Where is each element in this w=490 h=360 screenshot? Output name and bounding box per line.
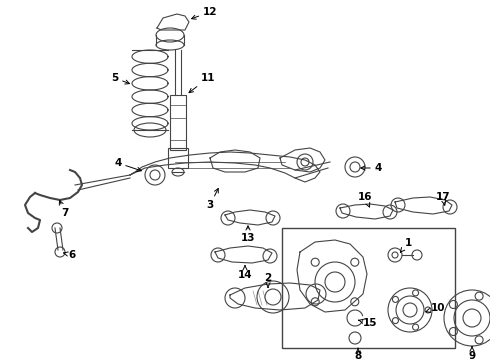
Bar [168, 148, 188, 168]
Text: 4: 4 [361, 163, 382, 173]
Text: 9: 9 [468, 347, 476, 360]
Text: 11: 11 [189, 73, 215, 93]
Text: 10: 10 [426, 303, 445, 313]
Text: 12: 12 [192, 7, 217, 19]
Text: 3: 3 [206, 188, 218, 210]
Text: 4: 4 [114, 158, 141, 171]
Text: 13: 13 [241, 226, 255, 243]
Text: 5: 5 [111, 73, 129, 84]
Bar [170, 95, 186, 150]
Text: 14: 14 [238, 266, 252, 280]
Text: 2: 2 [265, 273, 271, 287]
Text: 15: 15 [359, 318, 377, 328]
Text: 17: 17 [436, 192, 450, 205]
Text: 16: 16 [358, 192, 372, 207]
Text: 8: 8 [354, 348, 362, 360]
Text: 6: 6 [64, 250, 75, 260]
Bar [282, 228, 455, 348]
Text: 1: 1 [400, 238, 412, 252]
Text: 7: 7 [59, 201, 69, 218]
